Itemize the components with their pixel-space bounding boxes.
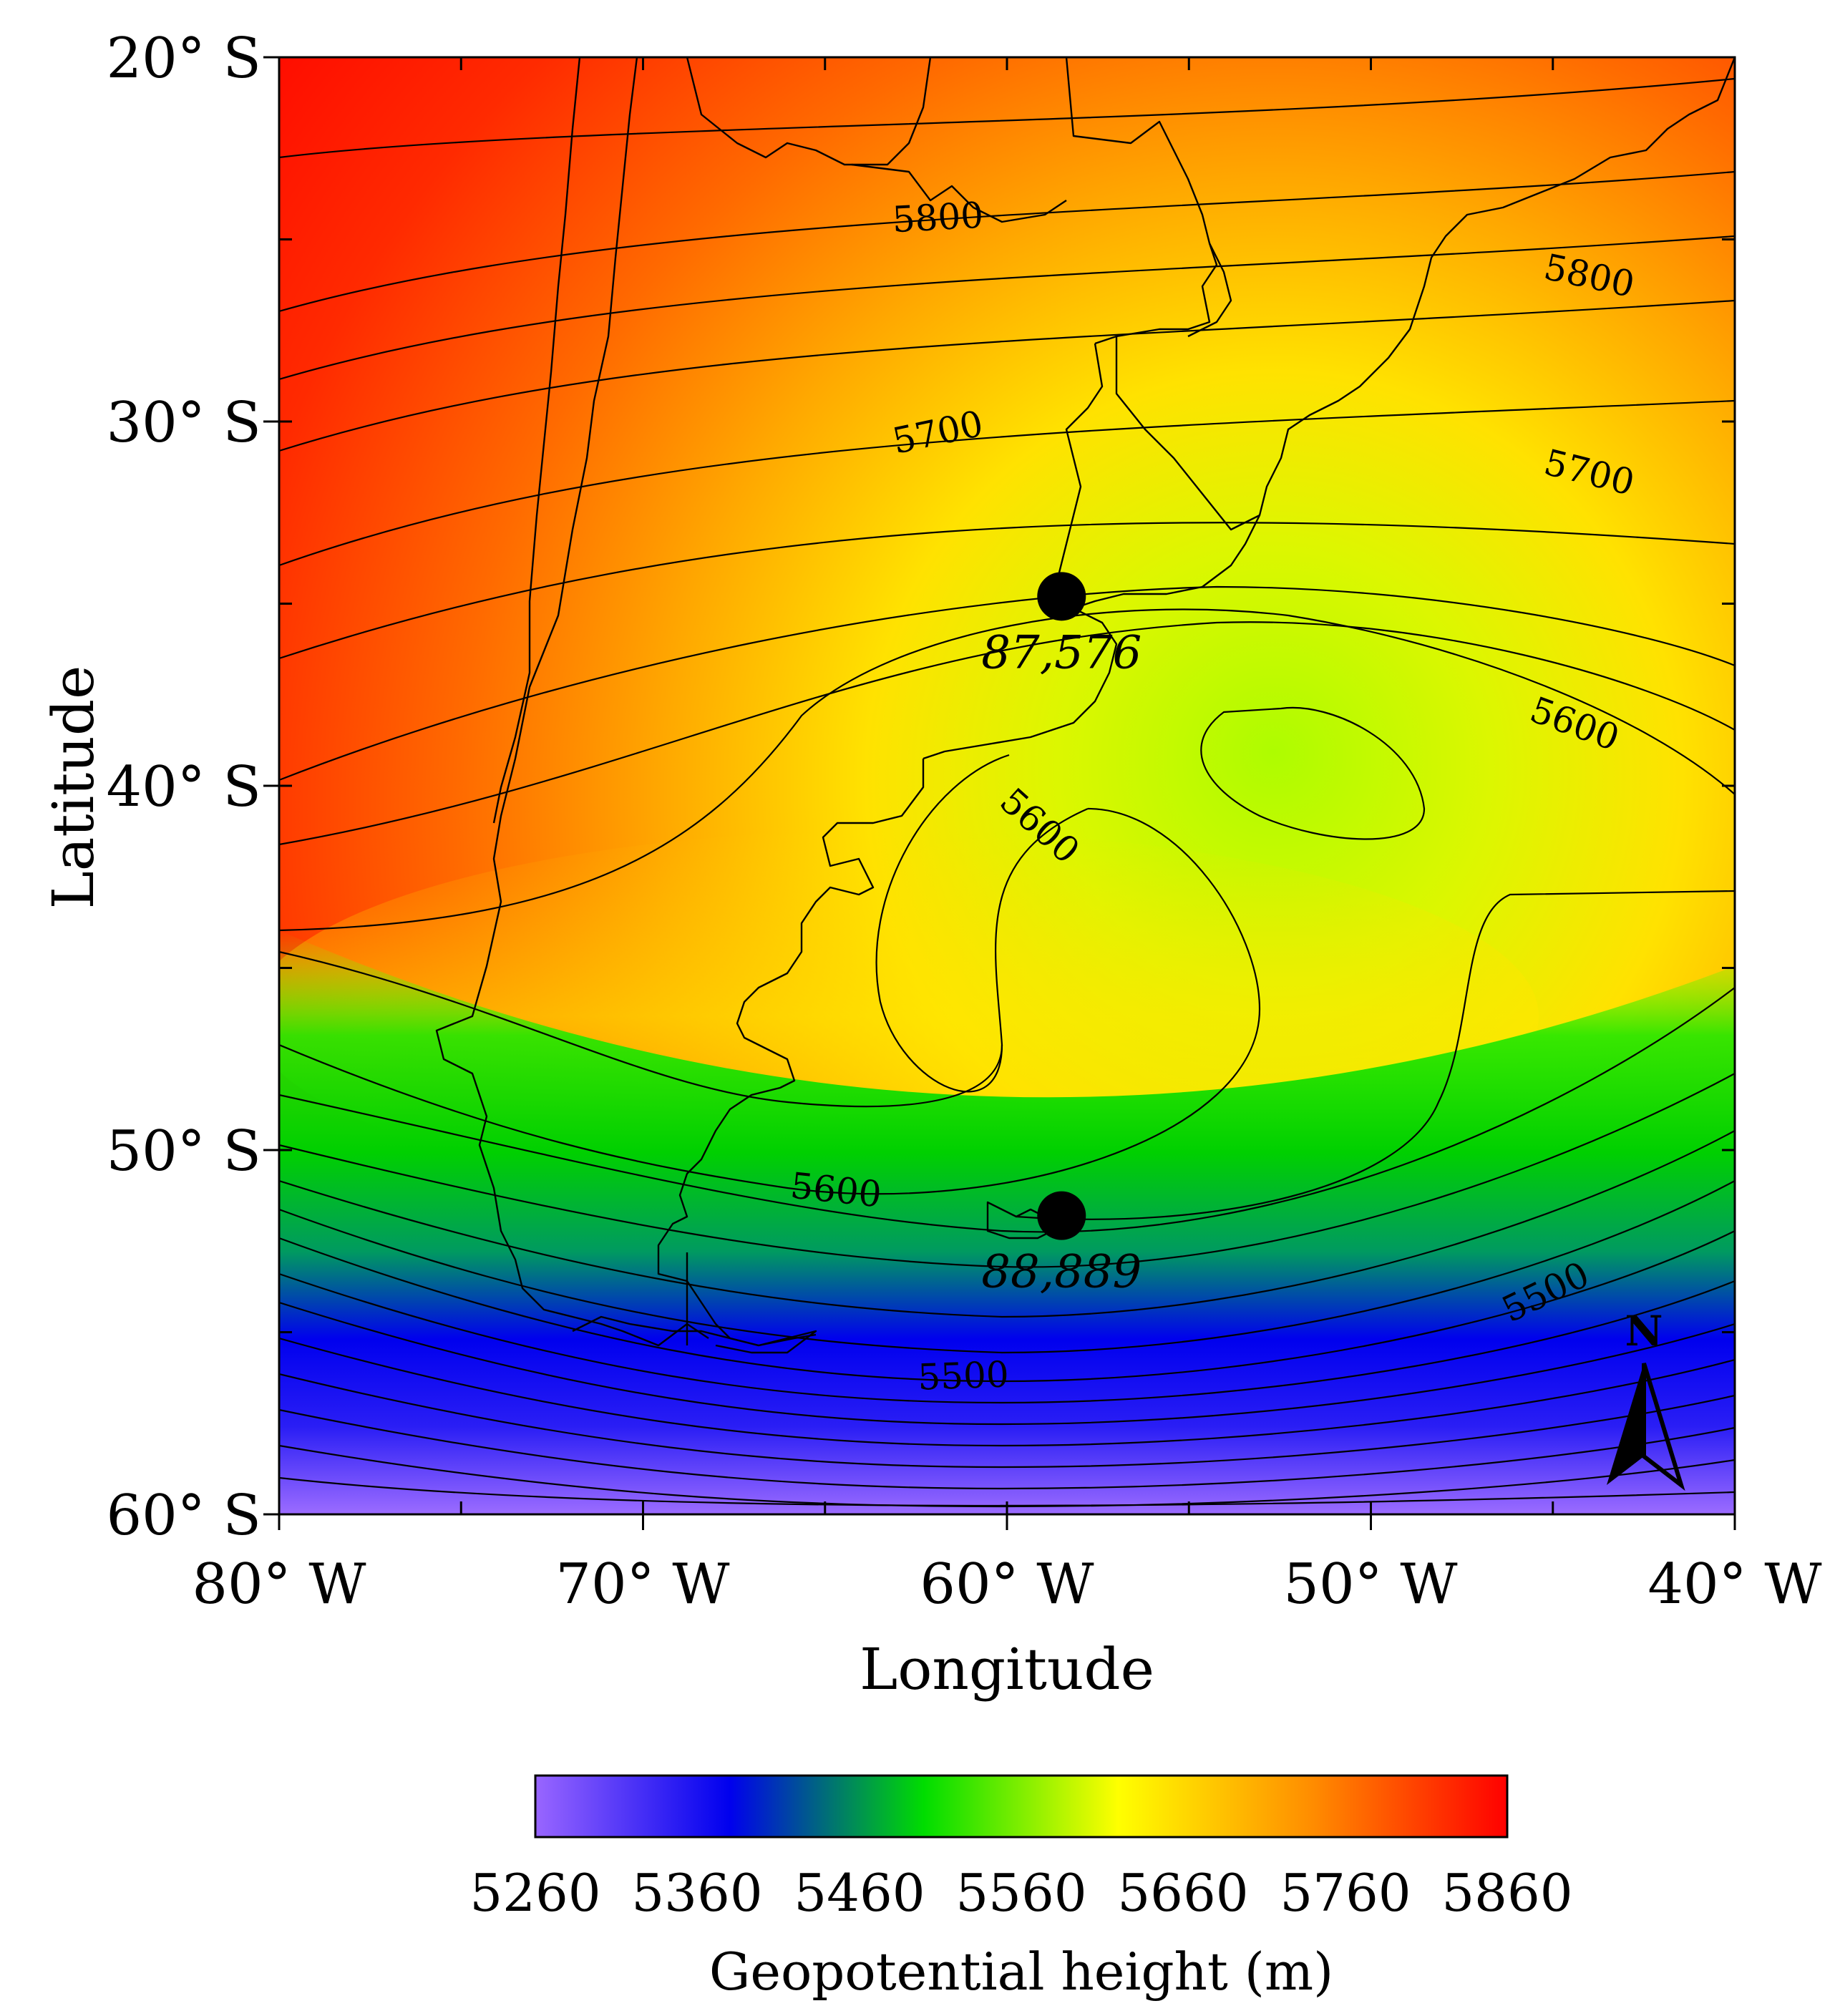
north-arrow-icon [1607,1363,1644,1485]
colorbar-title: Geopotential height (m) [709,1942,1333,2002]
contour-label-text: 5500 [917,1353,1009,1398]
station-marker-label: 88,889 [981,1246,1142,1299]
colorbar-tick-label: 5760 [1280,1863,1411,1923]
north-arrow-label: N [1625,1307,1663,1355]
contour-label-text: 5600 [789,1164,884,1215]
coastlines [435,57,1735,1354]
contour-label: 5600 [789,1164,884,1215]
y-tick-label: 50° S [107,1119,261,1184]
north-arrow: N [1607,1307,1685,1491]
x-axis-title: Longitude [860,1636,1154,1703]
contour-label: 5500 [917,1353,1009,1398]
tick-layer [263,56,1736,1530]
colorbar-tick-label: 5260 [469,1863,600,1923]
x-tick-label: 50° W [1283,1552,1457,1617]
station-marker-label: 87,576 [981,626,1142,679]
y-tick-label: 30° S [107,391,261,455]
height-field [279,57,1735,1514]
station-marker [1037,1191,1086,1240]
contour-label: 5800 [891,195,984,241]
station-marker [1037,572,1086,621]
colorbar-tick-label: 5660 [1117,1863,1248,1923]
north-arrow-icon-outline [1642,1363,1685,1491]
colorbar: 5260 5360 5460 5560 5660 5760 5860 Geopo… [469,1774,1573,2002]
y-tick-label: 20° S [107,26,261,91]
y-axis-title: Latitude [40,666,107,910]
colorbar-tick-label: 5360 [631,1863,762,1923]
y-tick-label: 40° S [107,755,261,819]
x-tick-label: 40° W [1647,1552,1821,1617]
x-tick-label: 70° W [555,1552,729,1617]
colorbar-tick-label: 5460 [794,1863,925,1923]
colorbar-tick-label: 5560 [955,1863,1086,1923]
colorbar-tick-label: 5860 [1441,1863,1572,1923]
marker-layer: 87,576 88,889 [981,572,1142,1299]
x-tick-label: 60° W [920,1552,1094,1617]
contour-label-text: 5800 [891,195,984,241]
colorbar-gradient [534,1774,1509,1839]
y-tick-label: 60° S [107,1484,261,1548]
x-tick-label: 80° W [192,1552,366,1617]
